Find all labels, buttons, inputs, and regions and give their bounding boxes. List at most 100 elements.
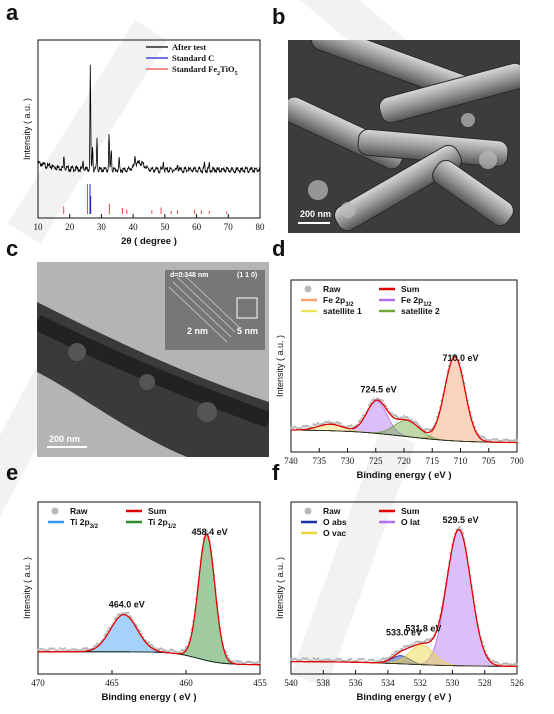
raw-point	[183, 648, 186, 651]
raw-point	[350, 424, 353, 427]
x-tick-label: 740	[284, 456, 298, 466]
x-tick-label: 532	[413, 678, 427, 688]
raw-point	[407, 417, 410, 420]
background-line	[291, 429, 517, 443]
raw-point	[136, 625, 139, 628]
peak-label: 533.0 eV	[386, 628, 422, 638]
x-tick-label: 538	[317, 678, 331, 688]
raw-point	[47, 648, 50, 652]
x-tick-label: 470	[31, 678, 45, 688]
raw-point	[381, 399, 385, 402]
raw-point	[315, 423, 318, 426]
raw-point	[150, 644, 154, 647]
x-tick-label: 715	[426, 456, 440, 466]
tem-scale-label: 200 nm	[49, 434, 81, 444]
x-tick-label: 70	[224, 222, 234, 232]
raw-point	[138, 629, 142, 633]
panel-f: 540 538 536 534 532 530 528 526 Binding energy (…	[275, 501, 524, 703]
raw-point	[496, 661, 499, 664]
raw-point	[63, 647, 66, 650]
legend-label: Standard C	[172, 53, 214, 63]
raw-point	[103, 634, 106, 637]
raw-point	[395, 415, 398, 418]
raw-point	[359, 419, 362, 422]
tem-inset-scale2-label: 5 nm	[237, 326, 259, 336]
raw-point	[127, 611, 130, 615]
legend-label: Raw	[323, 284, 341, 294]
legend-swatch	[51, 507, 59, 515]
legend-swatch	[304, 285, 312, 293]
peak-label: 724.5 eV	[361, 384, 397, 394]
raw-point	[53, 647, 56, 650]
legend-label: Sum	[401, 284, 420, 294]
sem-rods	[288, 40, 520, 233]
x-tick-label: 80	[256, 222, 266, 232]
x-tick-label: 20	[65, 222, 75, 232]
panel-letter-b: b	[272, 4, 286, 29]
raw-point	[454, 353, 457, 357]
raw-point	[258, 661, 262, 664]
raw-point	[350, 657, 353, 661]
x-tick-label: 60	[192, 222, 202, 232]
y-axis-label: Intensity ( a.u. )	[275, 557, 285, 619]
legend-label: Standard Fe2TiO5	[172, 64, 238, 77]
raw-point	[300, 426, 303, 430]
peak-label: 464.0 eV	[109, 599, 145, 609]
x-tick-label: 720	[397, 456, 411, 466]
raw-point	[390, 412, 394, 415]
raw-point	[94, 644, 97, 647]
legend-label: O vac	[323, 528, 346, 538]
x-tick-label: 725	[369, 456, 383, 466]
raw-point	[239, 660, 242, 663]
x-axis-label: Binding energy ( eV )	[101, 692, 196, 703]
peak-label: 531.8 eV	[405, 623, 441, 633]
y-axis-label: Intensity ( a.u. )	[22, 557, 32, 619]
raw-point	[360, 416, 363, 420]
tem-scale-bar	[47, 446, 87, 448]
tem-lattice-label: d=0.348 nm	[170, 272, 209, 279]
raw-point	[104, 632, 108, 635]
x-tick-label: 30	[97, 222, 107, 232]
axes-frame	[37, 39, 261, 219]
raw-point	[458, 526, 461, 529]
series-raw	[289, 526, 519, 667]
x-tick-label: 730	[341, 456, 355, 466]
tem-image: d=0.348 nm (1 1 0) 2 nm 5 nm 200 nm	[37, 262, 269, 457]
x-axis-label: Binding energy ( eV )	[356, 470, 451, 481]
peak-label: 710.0 eV	[442, 353, 478, 363]
raw-point	[336, 421, 339, 424]
legend-swatch	[304, 507, 312, 515]
peak-label: 458.4 eV	[192, 527, 228, 537]
legend-label: Raw	[323, 506, 341, 516]
x-tick-label: 534	[381, 678, 395, 688]
raw-point	[372, 659, 376, 662]
raw-point	[368, 403, 371, 407]
x-axis-label: 2θ ( degree )	[121, 236, 177, 247]
x-tick-label: 465	[105, 678, 119, 688]
raw-point	[410, 418, 413, 422]
x-tick-label: 540	[284, 678, 298, 688]
panel-letter-a: a	[6, 0, 19, 25]
raw-point	[417, 424, 421, 427]
raw-point	[401, 416, 404, 420]
tem-rod	[37, 262, 269, 457]
x-tick-label: 50	[160, 222, 170, 232]
x-tick-label: 526	[510, 678, 524, 688]
x-axis-label: Binding energy ( eV )	[356, 692, 451, 703]
raw-point	[515, 662, 519, 666]
raw-point	[41, 647, 44, 651]
tem-fft-label: (1 1 0)	[237, 272, 258, 279]
raw-point	[147, 641, 151, 644]
raw-point	[294, 425, 297, 429]
raw-point	[85, 646, 89, 650]
raw-point	[339, 422, 342, 425]
raw-point	[306, 424, 309, 428]
raw-point	[152, 645, 155, 649]
series-after-test	[37, 64, 261, 174]
x-tick-label: 710	[454, 456, 468, 466]
panel-e: 470 465 460 455 Binding energy ( eV ) Intensi…	[22, 501, 267, 703]
raw-point	[423, 640, 427, 643]
legend-label: Ti 2p1/2	[148, 517, 177, 530]
legend-label: O lat	[401, 517, 420, 527]
legend-label: Sum	[401, 506, 420, 516]
